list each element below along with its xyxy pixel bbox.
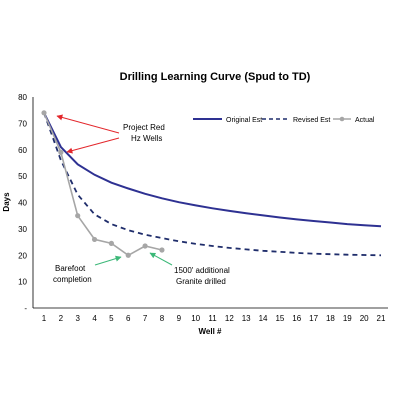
- actual-point: [142, 243, 148, 249]
- y-tick-label: 10: [18, 278, 27, 287]
- x-tick-label: 2: [59, 314, 64, 323]
- y-tick-label: 80: [18, 93, 27, 102]
- annotation-barefoot-line-2: completion: [53, 275, 92, 284]
- actual-point: [91, 236, 98, 243]
- y-tick-label: -: [24, 304, 27, 313]
- annotation-barefoot-line-1: Barefoot: [55, 264, 86, 273]
- series-line-1: [43, 112, 382, 257]
- chart-title: Drilling Learning Curve (Spud to TD): [120, 71, 311, 83]
- y-tick-labels: - 10 20 30 40 50 60 70 80: [18, 93, 27, 313]
- series-layer: [41, 110, 382, 258]
- x-tick-label: 4: [92, 314, 97, 323]
- annotation-project-red-line-2: Hz Wells: [131, 134, 162, 143]
- series-line-2: [43, 112, 163, 257]
- x-tick-label: 12: [225, 314, 234, 323]
- x-tick-label: 5: [109, 314, 114, 323]
- annotation-project-red-line-1: Project Red: [123, 123, 165, 132]
- y-tick-label: 20: [18, 251, 27, 260]
- actual-point: [125, 252, 131, 258]
- annotation-granite-line-2: Granite drilled: [176, 277, 226, 286]
- x-tick-label: 10: [191, 314, 200, 323]
- x-tick-labels: 1 2 3 4 5 6 7 8 9 10 11 12 13 14 15 16 17 18 19 20 21: [42, 314, 386, 323]
- annotation-arrow-green-1: [94, 255, 122, 266]
- series-line-0: [43, 112, 382, 228]
- legend-label-actual: Actual: [355, 117, 375, 124]
- axes: [32, 97, 388, 309]
- actual-point: [41, 110, 47, 116]
- annotation-granite-line-1: 1500' additional: [174, 266, 230, 275]
- x-tick-label: 8: [160, 314, 165, 323]
- annotation-arrow-red-2: [66, 137, 120, 154]
- x-tick-label: 14: [259, 314, 268, 323]
- y-tick-label: 60: [18, 146, 27, 155]
- y-tick-label: 30: [18, 225, 27, 234]
- actual-point: [58, 149, 64, 155]
- legend-label-revised: Revised Est: [293, 117, 330, 124]
- x-tick-label: 18: [326, 314, 335, 323]
- x-tick-label: 16: [292, 314, 301, 323]
- x-tick-label: 7: [143, 314, 148, 323]
- y-tick-label: 40: [18, 199, 27, 208]
- actual-point: [75, 213, 81, 219]
- x-tick-label: 3: [75, 314, 80, 323]
- x-tick-label: 17: [309, 314, 318, 323]
- x-tick-label: 20: [360, 314, 369, 323]
- actual-point: [108, 240, 114, 246]
- y-axis-label: Days: [2, 192, 11, 212]
- x-tick-label: 9: [177, 314, 182, 323]
- legend-label-original: Original Est: [226, 117, 262, 124]
- x-tick-label: 1: [42, 314, 47, 323]
- annotation-granite: 1500' additional Granite drilled: [174, 266, 232, 286]
- x-tick-label: 11: [208, 314, 217, 323]
- x-axis-label: Well #: [199, 327, 223, 336]
- y-tick-label: 50: [18, 172, 27, 181]
- x-tick-label: 15: [275, 314, 284, 323]
- actual-point: [159, 247, 165, 253]
- x-tick-label: 6: [126, 314, 131, 323]
- annotation-arrow-green-2: [149, 252, 173, 266]
- x-tick-label: 19: [343, 314, 352, 323]
- annotation-arrow-red-1: [56, 114, 120, 134]
- legend: Original Est Revised Est Actual: [193, 116, 375, 124]
- annotation-project-red: Project Red Hz Wells: [123, 123, 167, 143]
- annotation-barefoot: Barefoot completion: [53, 264, 92, 284]
- x-tick-label: 13: [242, 314, 251, 323]
- y-tick-label: 70: [18, 119, 27, 128]
- legend-marker-actual: [339, 116, 345, 122]
- x-tick-label: 21: [377, 314, 386, 323]
- annotations: Project Red Hz Wells Barefoot completion…: [53, 114, 232, 286]
